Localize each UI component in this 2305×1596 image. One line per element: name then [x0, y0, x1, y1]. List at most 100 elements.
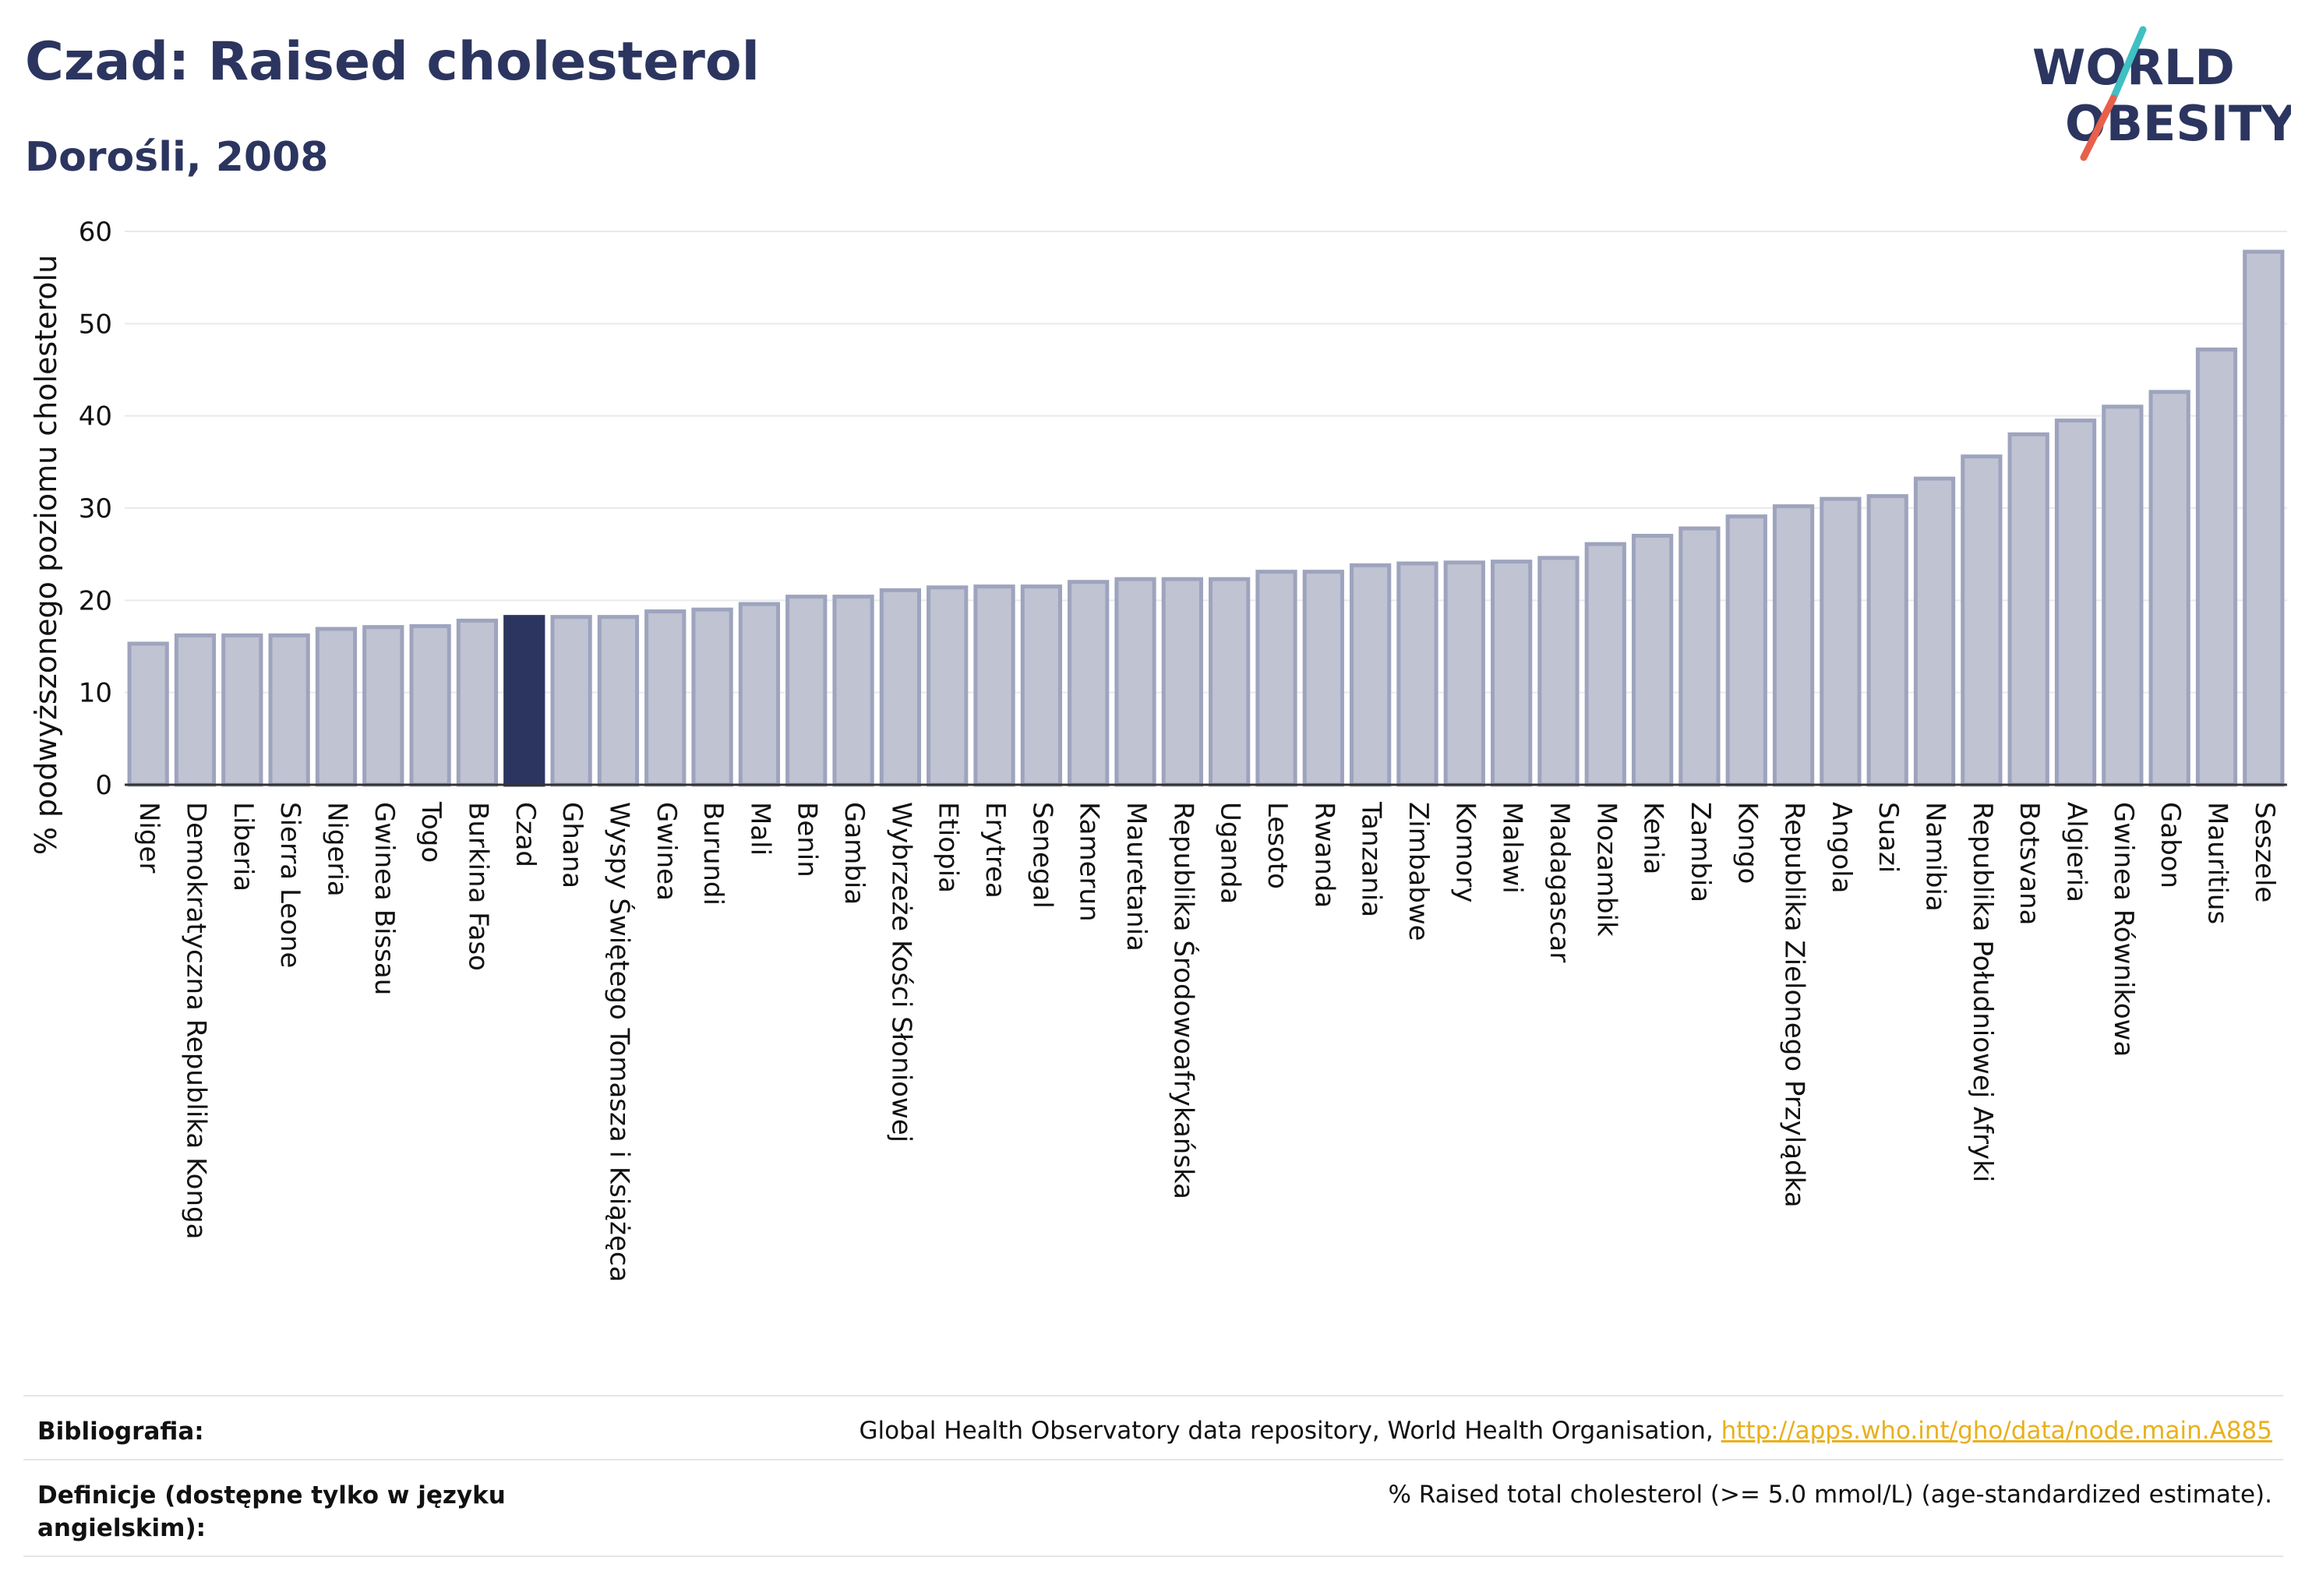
x-tick-label: Wyspy Świętego Tomasza i Książęca: [603, 802, 635, 1282]
bar-14: [785, 595, 828, 787]
bar-37: [1866, 494, 1908, 787]
bar-6: [409, 623, 451, 787]
bar-28: [1443, 560, 1485, 787]
x-tick-label: Mozambik: [1590, 802, 1622, 937]
x-tick-label: Senegal: [1026, 802, 1057, 909]
x-tick-label: Togo: [415, 801, 447, 863]
bar-11: [644, 609, 687, 787]
bar-32: [1631, 534, 1674, 787]
page-subtitle: Dorośli, 2008: [25, 134, 329, 181]
x-tick-label: Etiopia: [933, 802, 964, 893]
bar-3: [268, 633, 310, 787]
bar-35: [1772, 504, 1815, 787]
x-tick-label: Gwinea: [651, 802, 682, 901]
bibliography-label: Bibliografia:: [37, 1418, 204, 1446]
x-tick-label: Demokratyczna Republika Konga: [180, 802, 211, 1239]
x-tick-label: Zambia: [1685, 802, 1716, 902]
bar-5: [362, 625, 404, 787]
bars: [127, 249, 2285, 787]
x-tick-label: Burkina Faso: [462, 802, 493, 971]
x-tick-label: Gwinea Równikowa: [2108, 802, 2139, 1057]
y-tick-label: 40: [79, 401, 112, 433]
y-tick-label: 20: [79, 585, 112, 616]
bar-27: [1396, 561, 1438, 787]
x-tick-label: Zimbabwe: [1403, 802, 1434, 941]
x-tick-label: Botsvana: [2014, 802, 2045, 926]
bar-41: [2054, 418, 2097, 787]
bar-26: [1350, 563, 1392, 787]
bar-44: [2195, 347, 2238, 787]
bar-30: [1537, 556, 1580, 787]
world-obesity-logo: WORLD OBESITY: [2032, 26, 2291, 161]
bar-9: [550, 615, 592, 787]
bar-42: [2102, 404, 2144, 787]
x-tick-label: Republika Środowoafrykańska: [1167, 802, 1199, 1199]
bar-12: [691, 607, 733, 787]
bar-7: [456, 618, 499, 787]
bar-39: [1961, 454, 2003, 787]
bibliography-text: Global Health Observatory data repositor…: [859, 1417, 1721, 1445]
x-tick-label: Mauretania: [1121, 802, 1152, 952]
bar-13: [738, 602, 781, 787]
x-tick-label: Lesoto: [1262, 802, 1293, 889]
x-tick-label: Gambia: [838, 802, 870, 905]
y-tick-label: 50: [79, 309, 112, 340]
definitions-value: % Raised total cholesterol (>= 5.0 mmol/…: [1388, 1481, 2272, 1509]
x-tick-label: Gabon: [2155, 802, 2186, 888]
logo-slash-teal: [2109, 26, 2147, 102]
x-axis: Niger Demokratyczna Republika Konga Liberi…: [125, 783, 2287, 1282]
bar-38: [1913, 476, 1956, 787]
bar-45: [2243, 249, 2285, 787]
footer-divider-middle: [23, 1459, 2283, 1460]
footer-divider-top: [23, 1395, 2283, 1396]
bibliography-value: Global Health Observatory data repositor…: [860, 1417, 2272, 1445]
bar-17: [927, 585, 969, 787]
bar-29: [1490, 560, 1533, 787]
x-tick-label: Kamerun: [1074, 802, 1105, 922]
x-tick-label: Komory: [1449, 802, 1481, 902]
x-tick-label: Ghana: [556, 802, 588, 888]
x-tick-label: Tanzania: [1356, 801, 1387, 917]
bar-34: [1725, 514, 1767, 787]
bar-24: [1255, 570, 1297, 787]
x-tick-label: Niger: [133, 802, 164, 873]
x-tick-label: Liberia: [228, 802, 259, 892]
y-tick-label: 0: [95, 770, 112, 801]
x-tick-label: Burundi: [697, 802, 729, 906]
bar-40: [2007, 432, 2049, 787]
x-tick-label: Erytrea: [980, 802, 1011, 899]
bar-25: [1302, 570, 1344, 787]
logo-slash-coral: [2080, 94, 2117, 161]
bar-4: [315, 627, 358, 787]
y-tick-label: 10: [79, 678, 112, 709]
x-tick-label: Czad: [510, 802, 541, 867]
x-tick-label: Mali: [744, 802, 775, 856]
x-tick-label: Sierra Leone: [274, 802, 305, 968]
x-tick-label: Mauritius: [2202, 802, 2233, 924]
bar-15: [832, 595, 874, 787]
x-tick-label: Uganda: [1215, 802, 1246, 904]
x-tick-label: Nigeria: [321, 802, 352, 897]
bar-chart: 0 10 20 30 40 50 60 Niger Demokratyczna Republi…: [29, 217, 2287, 1282]
y-tick-label: 60: [79, 217, 112, 248]
x-tick-label: Suazi: [1873, 802, 1904, 873]
x-tick-label: Benin: [792, 802, 823, 877]
bar-33: [1678, 526, 1721, 787]
x-tick-label: Gwinea Bissau: [369, 802, 400, 995]
y-axis-label: % podwyższonego poziomu cholesterolu: [29, 255, 63, 855]
x-tick-label: Angola: [1826, 802, 1857, 893]
x-tick-label: Kenia: [1638, 802, 1669, 874]
bar-2: [221, 633, 263, 787]
bar-22: [1161, 577, 1203, 787]
bibliography-link[interactable]: http://apps.who.int/gho/data/node.main.A…: [1721, 1417, 2272, 1445]
x-tick-label: Wybrzeże Kości Słoniowej: [885, 802, 916, 1142]
y-axis: 0 10 20 30 40 50 60: [79, 217, 112, 801]
bar-18: [973, 584, 1015, 787]
bar-8: [503, 615, 545, 787]
x-tick-label: Namibia: [1920, 802, 1951, 912]
x-tick-label: Malawi: [1497, 802, 1528, 894]
bar-20: [1068, 580, 1110, 787]
bar-19: [1020, 584, 1062, 787]
page-title: Czad: Raised cholesterol: [25, 31, 760, 93]
x-tick-label: Republika Południowej Afryki: [1967, 802, 1998, 1182]
